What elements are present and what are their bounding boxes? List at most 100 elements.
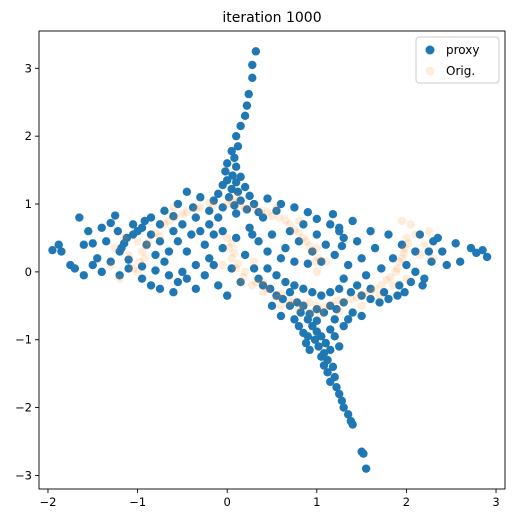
data-point xyxy=(402,274,411,283)
data-point xyxy=(218,260,227,270)
data-point xyxy=(303,259,313,268)
data-point xyxy=(263,284,272,294)
y-tick-label: 1 xyxy=(25,197,32,211)
data-point xyxy=(326,345,335,355)
data-point xyxy=(245,223,254,232)
data-point xyxy=(182,207,192,217)
data-point xyxy=(188,203,198,212)
data-point xyxy=(276,289,286,298)
data-point xyxy=(272,293,281,302)
data-point xyxy=(214,189,223,199)
data-point xyxy=(135,257,144,266)
data-point xyxy=(332,296,341,305)
data-point xyxy=(224,193,234,202)
data-point xyxy=(124,250,133,260)
data-point xyxy=(249,264,259,273)
data-point xyxy=(236,277,245,287)
data-point xyxy=(352,293,362,302)
data-point xyxy=(102,237,111,246)
data-point xyxy=(290,257,299,266)
data-point xyxy=(222,233,232,243)
data-point xyxy=(326,288,335,297)
data-point xyxy=(128,220,138,229)
data-point xyxy=(240,267,250,277)
data-point xyxy=(312,214,322,224)
data-point xyxy=(352,237,362,246)
data-point xyxy=(84,226,93,236)
data-point xyxy=(438,247,447,256)
data-point xyxy=(191,260,201,270)
data-point xyxy=(290,225,299,235)
data-point xyxy=(317,352,326,361)
data-point xyxy=(200,240,209,249)
x-tick-label: −2 xyxy=(39,495,56,509)
data-point xyxy=(357,254,366,263)
data-point xyxy=(290,296,299,305)
data-point xyxy=(209,260,218,270)
data-point xyxy=(248,73,257,83)
data-point xyxy=(348,420,357,429)
data-point xyxy=(361,271,371,280)
data-point xyxy=(230,201,239,210)
data-point xyxy=(267,301,277,310)
data-point xyxy=(343,410,353,419)
data-point xyxy=(281,243,290,253)
data-point xyxy=(451,239,460,248)
data-point xyxy=(339,274,348,283)
data-point xyxy=(205,198,214,207)
data-point xyxy=(79,271,89,280)
data-point xyxy=(205,220,214,229)
data-point xyxy=(251,277,261,287)
data-point xyxy=(429,254,438,263)
data-point xyxy=(357,311,366,321)
data-point xyxy=(178,220,187,229)
data-point xyxy=(393,264,402,273)
data-point xyxy=(370,243,380,253)
data-point xyxy=(267,230,277,239)
y-tick-label: −1 xyxy=(15,333,32,347)
data-point xyxy=(339,403,348,412)
data-point xyxy=(218,180,227,190)
data-point xyxy=(299,301,308,310)
data-point xyxy=(222,159,232,168)
data-point xyxy=(395,257,404,266)
data-point xyxy=(144,237,153,246)
data-point xyxy=(124,264,133,273)
data-point xyxy=(258,281,268,290)
data-point xyxy=(196,226,205,236)
data-point xyxy=(328,210,338,219)
data-point xyxy=(196,203,205,212)
data-point xyxy=(140,254,149,263)
data-point xyxy=(171,213,180,222)
data-point xyxy=(173,199,183,209)
data-point xyxy=(267,212,277,221)
data-point xyxy=(209,230,218,239)
data-point xyxy=(240,111,250,121)
data-point xyxy=(337,396,347,405)
data-point xyxy=(472,248,481,258)
data-point xyxy=(299,220,308,229)
data-point xyxy=(231,233,241,243)
data-point xyxy=(218,226,227,236)
data-point xyxy=(88,260,97,270)
data-point xyxy=(388,254,398,263)
data-point xyxy=(214,281,223,290)
data-point xyxy=(248,281,257,290)
data-point xyxy=(155,232,165,241)
data-point xyxy=(339,233,348,243)
data-point xyxy=(169,288,178,297)
data-point xyxy=(224,243,234,253)
data-point xyxy=(310,257,320,266)
data-point xyxy=(321,240,330,249)
data-point xyxy=(466,243,476,253)
data-point xyxy=(209,201,218,210)
data-point xyxy=(75,213,84,222)
data-point xyxy=(133,237,142,246)
data-point xyxy=(257,206,266,216)
data-point xyxy=(263,194,272,203)
data-point xyxy=(169,203,178,212)
data-point xyxy=(272,291,281,300)
data-point xyxy=(312,316,322,325)
data-point xyxy=(249,203,259,212)
